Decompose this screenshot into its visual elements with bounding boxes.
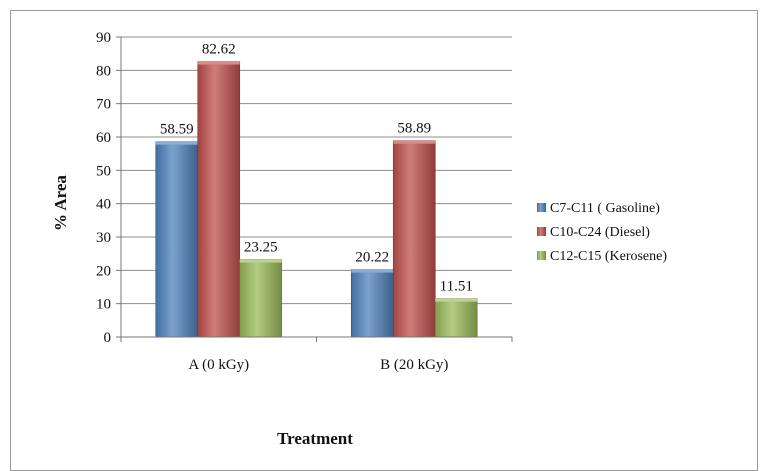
bar-3-1	[239, 259, 283, 338]
axes	[116, 36, 513, 342]
legend: C7-C11 ( Gasoline) C10-C24 (Diesel) C12-C1…	[537, 201, 667, 264]
y-tick-label: 20	[96, 263, 111, 279]
y-tick-label: 90	[96, 30, 111, 46]
bar-cap	[435, 298, 478, 302]
y-tick-label: 70	[96, 97, 111, 113]
y-tick-label: 0	[104, 330, 112, 346]
legend-swatch	[537, 227, 546, 236]
y-tick-label: 50	[96, 163, 111, 179]
legend-swatch	[537, 203, 546, 212]
data-label: 58.89	[397, 121, 431, 137]
data-label: 58.59	[160, 122, 194, 138]
data-label: 23.25	[244, 240, 278, 256]
bar-cap	[239, 259, 282, 263]
y-tick-label: 40	[96, 197, 111, 213]
bar-cap	[393, 140, 436, 144]
data-label: 82.62	[202, 42, 236, 58]
x-tick-label: B (20 kGy)	[380, 357, 448, 373]
legend-swatch	[537, 251, 546, 260]
bar-cap	[351, 269, 394, 273]
x-axis-title: Treatment	[277, 429, 353, 448]
chart-frame	[10, 10, 758, 471]
bar-2-1	[197, 61, 241, 338]
bar-cap	[155, 141, 198, 145]
legend-label: C7-C11 ( Gasoline)	[550, 201, 660, 216]
bar-3-2	[434, 298, 478, 338]
data-label: 20.22	[355, 250, 389, 266]
y-tick-label: 60	[96, 130, 111, 146]
bar-1-1	[155, 141, 199, 338]
y-tick-label: 30	[96, 230, 111, 246]
y-tick-label: 80	[96, 63, 111, 79]
data-label: 11.51	[440, 279, 473, 295]
legend-label: C10-C24 (Diesel)	[550, 225, 650, 240]
bar-2-2	[392, 140, 436, 338]
y-tick-label: 10	[96, 297, 111, 313]
legend-label: C12-C15 (Kerosene)	[550, 249, 667, 264]
bars	[155, 61, 478, 338]
bar-cap	[197, 61, 240, 65]
y-tick-labels: 0 10 20 30 40 50 60 70 80 90	[96, 30, 111, 346]
x-tick-label: A (0 kGy)	[188, 357, 249, 373]
x-tick-labels: A (0 kGy) B (20 kGy)	[188, 357, 448, 373]
y-axis-title: % Area	[51, 175, 70, 231]
data-labels: 58.59 82.62 23.25 20.22 58.89 11.51	[160, 42, 473, 295]
bar-1-2	[350, 269, 394, 338]
